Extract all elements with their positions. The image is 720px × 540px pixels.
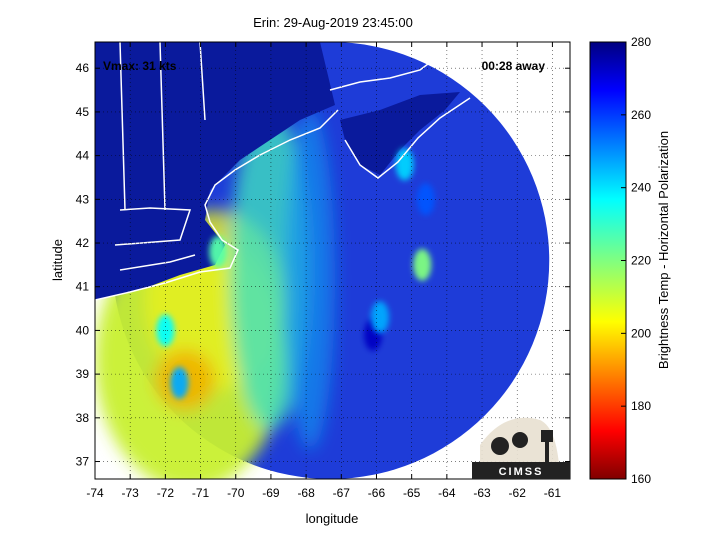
feature-blob [413, 248, 432, 281]
chart-title: Erin: 29-Aug-2019 23:45:00 [253, 15, 413, 30]
colorbar-tick-label: 220 [631, 254, 651, 268]
y-tick-label: 46 [76, 61, 90, 75]
x-axis: -74 -73 -72 -71 -70 -69 -68 -67 -66 -65 -64 -63 -62 -… [86, 42, 561, 500]
y-tick-label: 43 [76, 192, 90, 206]
colorbar-tick-label: 280 [631, 35, 651, 49]
y-tick-label: 38 [76, 411, 90, 425]
y-tick-label: 40 [76, 323, 90, 337]
time-away-annotation: 00:28 away [482, 59, 546, 73]
x-tick-label: -62 [509, 486, 527, 500]
vmax-annotation: Vmax: 31 kts [103, 59, 177, 73]
x-tick-label: -66 [368, 486, 386, 500]
x-tick-label: -65 [403, 486, 421, 500]
land-mass [95, 42, 460, 300]
plot-border [94, 41, 571, 480]
y-axis-label: latitude [50, 239, 65, 281]
cimss-logo: CIMSS [472, 417, 570, 479]
x-tick-label: -72 [157, 486, 175, 500]
colorbar-label: Brightness Temp - Horizontal Polarizatio… [656, 131, 671, 369]
x-axis-label: longitude [306, 511, 359, 526]
colorbar-tick-label: 160 [631, 472, 651, 486]
x-tick-label: -61 [544, 486, 562, 500]
feature-blob [371, 301, 389, 334]
x-tick-label: -73 [122, 486, 140, 500]
feature-blob [209, 235, 228, 268]
feature-blob [395, 148, 414, 181]
x-tick-label: -68 [297, 486, 315, 500]
colorbar-tick-label: 260 [631, 108, 651, 122]
grid [94, 42, 570, 479]
y-axis: 37 38 39 40 41 42 43 44 45 46 [76, 61, 570, 469]
logo-text: CIMSS [499, 466, 544, 478]
colorbar-tick-label: 180 [631, 399, 651, 413]
x-tick-label: -64 [438, 486, 456, 500]
x-tick-label: -69 [262, 486, 280, 500]
x-tick-label: -63 [473, 486, 491, 500]
colorbar-tick-label: 200 [631, 326, 651, 340]
y-tick-label: 44 [76, 149, 90, 163]
x-tick-label: -71 [192, 486, 210, 500]
feature-blob [416, 183, 435, 216]
y-tick-label: 41 [76, 280, 90, 294]
y-tick-label: 39 [76, 367, 90, 381]
west-warm-region [95, 110, 335, 479]
coastlines [95, 42, 471, 301]
colorbar-tick-label: 240 [631, 181, 651, 195]
x-tick-label: -70 [227, 486, 245, 500]
x-tick-label: -74 [86, 486, 104, 500]
y-tick-label: 37 [76, 455, 90, 469]
storm-features [156, 148, 435, 399]
y-tick-label: 45 [76, 105, 90, 119]
colorbar [589, 41, 627, 480]
feature-blob [170, 366, 189, 399]
y-tick-label: 42 [76, 236, 90, 250]
x-tick-label: -67 [333, 486, 351, 500]
colorbar-ticks: 160 180 200 220 240 260 280 [621, 35, 651, 486]
